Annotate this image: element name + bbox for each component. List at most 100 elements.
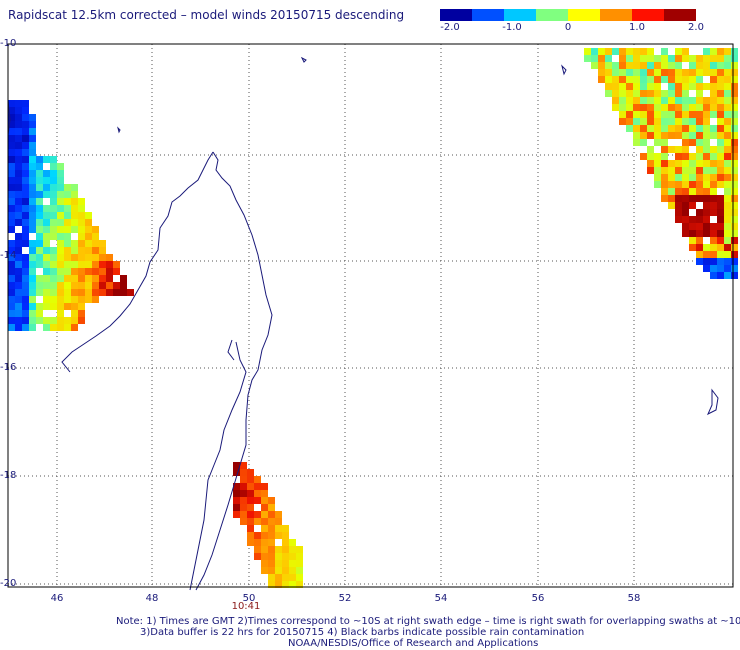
wind-diff-cell <box>64 226 71 233</box>
wind-diff-cell <box>57 254 64 261</box>
wind-diff-cell <box>22 142 29 149</box>
wind-diff-cell <box>696 146 703 153</box>
wind-diff-cell <box>22 219 29 226</box>
wind-diff-cell <box>36 303 43 310</box>
wind-diff-cell <box>724 237 731 244</box>
wind-diff-cell <box>261 511 268 518</box>
wind-diff-cell <box>703 188 710 195</box>
wind-diff-cell <box>71 289 78 296</box>
wind-diff-cell <box>57 191 64 198</box>
wind-diff-cell <box>668 195 675 202</box>
wind-diff-cell <box>50 317 57 324</box>
wind-diff-cell <box>731 153 738 160</box>
wind-diff-cell <box>29 254 36 261</box>
wind-diff-cell <box>43 317 50 324</box>
wind-diff-cell <box>36 254 43 261</box>
wind-diff-cell <box>233 462 240 469</box>
wind-diff-cell <box>15 261 22 268</box>
wind-diff-cell <box>64 219 71 226</box>
wind-diff-cell <box>71 317 78 324</box>
wind-diff-cell <box>254 497 261 504</box>
wind-diff-cell <box>240 504 247 511</box>
wind-diff-cell <box>689 132 696 139</box>
wind-diff-cell <box>8 184 15 191</box>
wind-diff-cell <box>703 132 710 139</box>
wind-diff-cell <box>710 251 717 258</box>
wind-diff-cell <box>15 107 22 114</box>
wind-diff-cell <box>275 511 282 518</box>
wind-diff-cell <box>50 282 57 289</box>
wind-diff-cell <box>85 289 92 296</box>
wind-diff-cell <box>57 247 64 254</box>
wind-diff-cell <box>275 532 282 539</box>
wind-diff-cell <box>247 476 254 483</box>
wind-diff-cell <box>92 289 99 296</box>
wind-diff-cell <box>689 97 696 104</box>
color-scale-tick-label: -1.0 <box>502 22 522 33</box>
wind-diff-cell <box>661 146 668 153</box>
wind-diff-cell <box>731 223 738 230</box>
wind-diff-cell <box>268 539 275 546</box>
wind-diff-cell <box>268 567 275 574</box>
wind-diff-cell <box>15 128 22 135</box>
wind-diff-cell <box>731 118 738 125</box>
wind-diff-cell <box>675 167 682 174</box>
wind-diff-cell <box>731 209 738 216</box>
wind-diff-cell <box>689 167 696 174</box>
color-scale-bar <box>440 9 696 21</box>
small-island-west <box>117 126 121 134</box>
wind-diff-cell <box>8 324 15 331</box>
wind-diff-cell <box>717 48 724 55</box>
wind-diff-cell <box>633 69 640 76</box>
wind-diff-cell <box>731 55 738 62</box>
wind-diff-cell <box>710 258 717 265</box>
wind-diff-cell <box>731 230 738 237</box>
wind-diff-cell <box>661 195 668 202</box>
wind-diff-cell <box>710 209 717 216</box>
wind-diff-cell <box>247 539 254 546</box>
wind-diff-cell <box>633 48 640 55</box>
wind-diff-cell <box>668 146 675 153</box>
wind-diff-cell <box>703 258 710 265</box>
wind-diff-cell <box>605 48 612 55</box>
wind-diff-cell <box>668 55 675 62</box>
wind-diff-cell <box>50 212 57 219</box>
wind-diff-cell <box>696 223 703 230</box>
wind-diff-cell <box>710 111 717 118</box>
wind-diff-cell <box>710 76 717 83</box>
color-scale-tick-label: 2.0 <box>688 22 704 33</box>
wind-diff-cell <box>717 69 724 76</box>
wind-diff-cell <box>15 233 22 240</box>
wind-diff-cell <box>15 324 22 331</box>
wind-diff-cell <box>29 303 36 310</box>
wind-diff-cell <box>71 226 78 233</box>
wind-diff-cell <box>233 483 240 490</box>
wind-diff-cell <box>296 574 303 581</box>
wind-diff-cell <box>50 219 57 226</box>
wind-diff-cell <box>661 90 668 97</box>
wind-diff-cell <box>8 226 15 233</box>
wind-diff-cell <box>15 156 22 163</box>
wind-diff-cell <box>661 48 668 55</box>
wind-diff-cell <box>99 275 106 282</box>
wind-diff-cell <box>619 69 626 76</box>
wind-diff-cell <box>57 310 64 317</box>
wind-diff-cell <box>710 83 717 90</box>
wind-diff-cell <box>675 146 682 153</box>
wind-diff-cell <box>50 198 57 205</box>
wind-diff-cell <box>22 121 29 128</box>
wind-diff-cell <box>50 205 57 212</box>
wind-diff-cell <box>710 195 717 202</box>
wind-diff-cell <box>22 317 29 324</box>
wind-diff-cell <box>696 237 703 244</box>
wind-diff-cell <box>647 62 654 69</box>
wind-diff-cell <box>724 188 731 195</box>
wind-diff-cell <box>22 184 29 191</box>
wind-diff-cell <box>50 177 57 184</box>
wind-diff-cell <box>647 90 654 97</box>
wind-diff-cell <box>29 219 36 226</box>
wind-diff-cell <box>668 69 675 76</box>
wind-diff-cell <box>682 125 689 132</box>
wind-diff-cell <box>654 174 661 181</box>
wind-diff-cell <box>275 546 282 553</box>
